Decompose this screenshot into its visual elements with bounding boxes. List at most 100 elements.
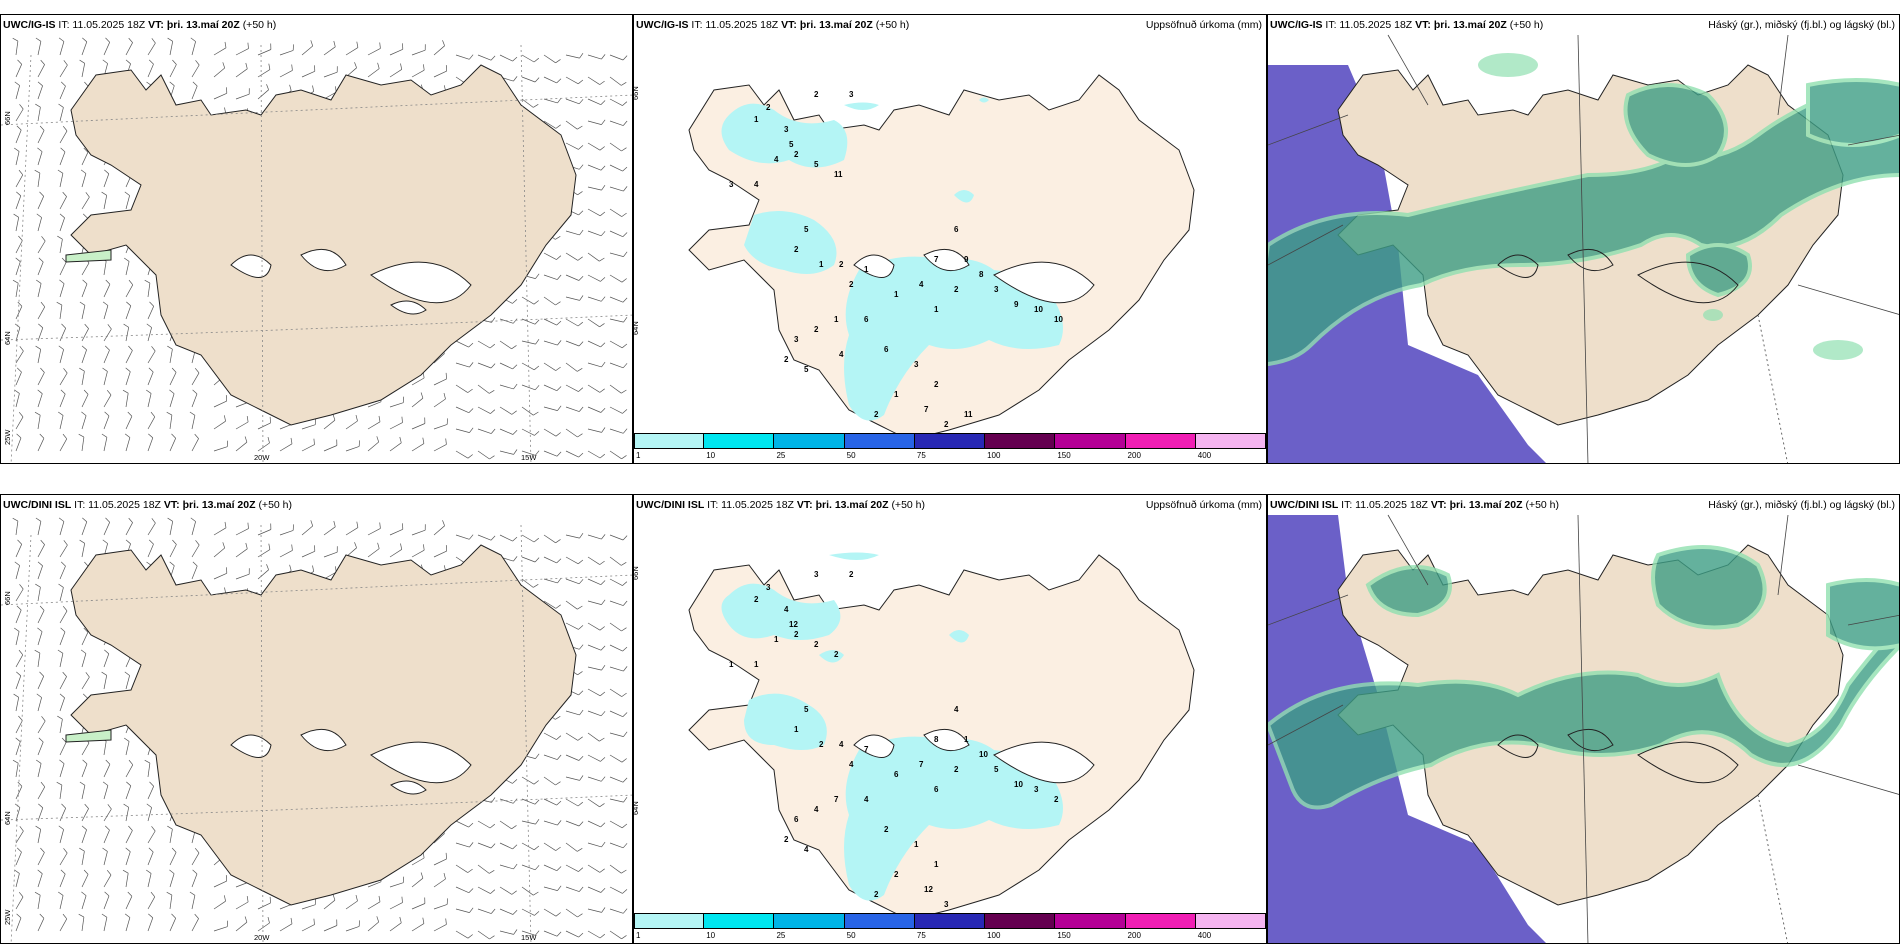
wind-barb-flag: [489, 823, 496, 829]
wind-barb-flag: [579, 295, 584, 301]
wind-barb: [521, 798, 536, 805]
wind-barb-flag: [60, 869, 66, 875]
wind-barb: [455, 428, 470, 433]
wind-barb: [565, 908, 578, 918]
wind-barb: [235, 441, 248, 452]
wind-barb-flag: [600, 757, 606, 762]
wind-barb: [15, 588, 24, 602]
wind-barb-flag: [556, 274, 562, 280]
wind-barb-flag: [58, 825, 64, 830]
wind-barb: [15, 350, 24, 364]
wind-barb: [103, 261, 107, 276]
wind-barb-flag: [123, 803, 129, 808]
wind-barb-flag: [37, 561, 43, 567]
colorbar-tick-label: 25: [776, 931, 786, 940]
wind-barb: [103, 785, 109, 800]
wind-barb: [499, 54, 513, 62]
precip-title-bottom: Uppsöfnuð úrkoma (mm): [1145, 499, 1262, 511]
wind-barb-flag: [622, 101, 628, 106]
wind-barb: [169, 918, 177, 932]
wind-barb: [521, 384, 536, 391]
wind-barb: [191, 393, 198, 408]
wind-barb: [103, 394, 112, 408]
wind-barb: [543, 754, 558, 760]
wind-barb: [301, 904, 316, 910]
wind-barb-flag: [621, 82, 627, 86]
wind-barb-flag: [58, 583, 64, 588]
wind-barb: [543, 732, 557, 740]
wind-barb-flag: [556, 320, 562, 326]
precip-value: 8: [979, 270, 984, 279]
wind-barb-flag: [623, 428, 628, 434]
colorbar-tick-label: 400: [1197, 451, 1212, 460]
precip-value: 2: [944, 420, 949, 429]
precip-value: 10: [1034, 305, 1043, 314]
wind-barb-flag: [489, 343, 496, 349]
wind-barb-flag: [467, 868, 473, 873]
wind-barb-flag: [12, 279, 19, 284]
wind-barb-flag: [579, 164, 584, 170]
wind-barb-flag: [58, 517, 65, 522]
wind-barb: [59, 130, 68, 144]
wind-barb: [15, 697, 20, 712]
wind-barb-flag: [269, 416, 271, 423]
wind-barb-flag: [512, 364, 518, 370]
wind-barb-flag: [557, 97, 562, 104]
wind-barb: [15, 675, 22, 690]
wind-barb-flag: [83, 389, 89, 395]
wind-barb: [15, 609, 22, 624]
lat-66-label: 66N: [633, 566, 640, 580]
wind-barb-flag: [38, 803, 44, 809]
wind-barb: [609, 340, 623, 349]
wind-barb-flag: [621, 935, 627, 940]
colorbar-swatch: [634, 433, 705, 449]
precip-value: 6: [954, 225, 959, 234]
wind-barb: [609, 820, 623, 829]
precip-value: 7: [934, 255, 939, 264]
wind-barb-flag: [468, 888, 474, 893]
wind-barb: [235, 901, 249, 910]
wind-barb: [565, 98, 580, 105]
wind-barb: [565, 578, 580, 585]
wind-barb-flag: [535, 819, 540, 825]
wind-barb-flag: [17, 301, 23, 307]
wind-barb: [37, 438, 45, 452]
wind-barb: [587, 644, 602, 651]
wind-barb: [37, 631, 43, 646]
precip-value: 2: [849, 280, 854, 289]
wind-barb-flag: [171, 913, 176, 919]
wind-barb: [103, 829, 110, 844]
wind-barb: [59, 328, 67, 342]
wind-barb: [345, 47, 359, 56]
cloud-title-bottom: Háský (gr.), miðský (fj.bl.) og lágský (…: [1708, 499, 1895, 511]
wind-barb-flag: [600, 887, 606, 893]
wind-barb: [543, 252, 557, 260]
wind-barb: [81, 742, 90, 756]
wind-barb: [433, 398, 446, 408]
wind-barb: [103, 173, 110, 188]
wind-barb: [103, 895, 110, 910]
wind-barb: [279, 530, 294, 536]
wind-barb-flag: [124, 257, 130, 262]
wind-barb: [257, 422, 271, 430]
wind-barb-flag: [313, 918, 315, 925]
wind-barb-flag: [623, 251, 628, 257]
wind-barb-flag: [37, 389, 43, 394]
wind-barb-flag: [600, 822, 606, 828]
wind-barb-flag: [62, 913, 68, 920]
lat-66-label: 66N: [3, 111, 12, 125]
wind-barb-flag: [469, 907, 474, 913]
wind-barb: [587, 186, 602, 191]
wind-barb-flag: [18, 649, 24, 656]
wind-barb-flag: [171, 847, 177, 853]
wind-barb: [477, 886, 491, 894]
wind-barb-flag: [555, 716, 561, 720]
wind-barb-flag: [511, 825, 517, 830]
colorbar-tick-label: 1: [636, 451, 641, 460]
wind-barb: [609, 296, 624, 303]
wind-barb: [455, 534, 470, 540]
precip-value: 9: [1014, 300, 1019, 309]
wind-barb: [565, 534, 580, 539]
wind-barb-flag: [35, 37, 42, 42]
wind-barb: [37, 786, 46, 800]
